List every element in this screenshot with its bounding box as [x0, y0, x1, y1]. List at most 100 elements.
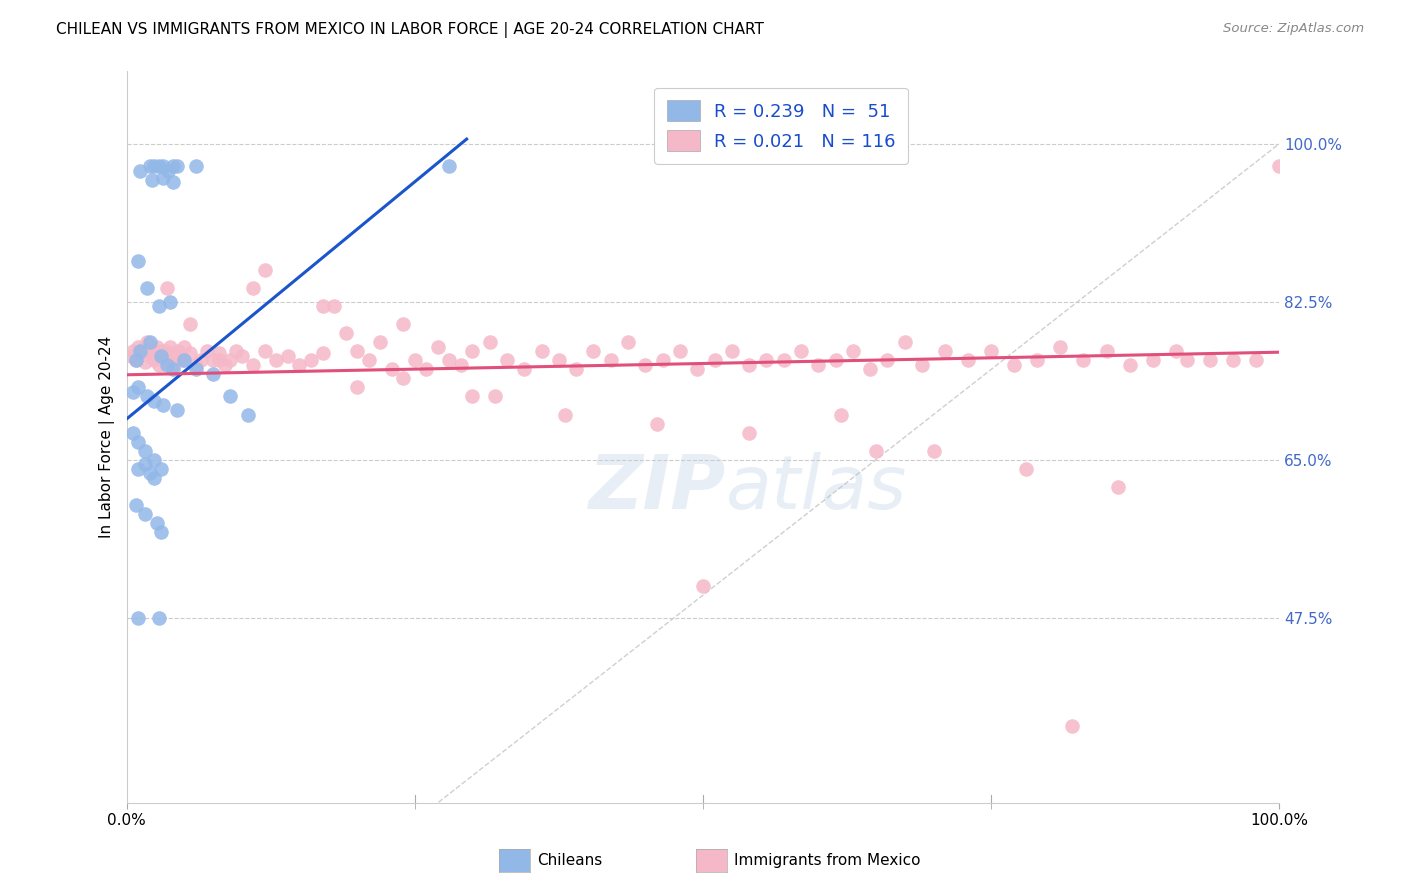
Point: [346, 380, 368, 394]
Point: [392, 317, 415, 331]
Point: [127, 254, 149, 268]
Point: [368, 335, 391, 350]
Point: [859, 362, 882, 376]
Point: [122, 344, 145, 359]
Point: [651, 353, 673, 368]
Point: [127, 461, 149, 475]
Point: [311, 346, 333, 360]
Point: [738, 425, 761, 440]
Point: [173, 340, 195, 354]
Point: [461, 389, 484, 403]
Point: [530, 344, 553, 359]
Point: [162, 362, 184, 376]
Point: [225, 344, 247, 359]
Point: [155, 344, 177, 359]
Point: [179, 317, 201, 331]
Point: [669, 344, 692, 359]
Point: [1015, 461, 1038, 475]
Legend: R = 0.239   N =  51, R = 0.021   N = 116: R = 0.239 N = 51, R = 0.021 N = 116: [654, 87, 908, 164]
Point: [201, 367, 224, 381]
Point: [703, 353, 725, 368]
Point: [1049, 340, 1071, 354]
Point: [692, 579, 714, 593]
Point: [208, 346, 231, 360]
Point: [148, 159, 170, 173]
Text: atlas: atlas: [725, 452, 907, 524]
Point: [547, 353, 569, 368]
Point: [1095, 344, 1118, 359]
Point: [179, 346, 201, 360]
Point: [127, 610, 149, 624]
Point: [1060, 719, 1083, 733]
Point: [478, 335, 501, 350]
Point: [145, 340, 167, 354]
Point: [143, 353, 166, 368]
Point: [159, 340, 181, 354]
Point: [253, 344, 276, 359]
Point: [323, 299, 346, 313]
Point: [163, 349, 186, 363]
Point: [143, 471, 166, 485]
Point: [439, 353, 461, 368]
Point: [253, 263, 276, 277]
Point: [138, 349, 160, 363]
Point: [415, 362, 437, 376]
Point: [922, 443, 945, 458]
Point: [150, 524, 173, 539]
Text: Chileans: Chileans: [537, 854, 602, 868]
Point: [461, 344, 484, 359]
Point: [136, 281, 159, 295]
Point: [957, 353, 980, 368]
Point: [346, 344, 368, 359]
Point: [120, 349, 142, 363]
Point: [617, 335, 640, 350]
Point: [134, 457, 156, 471]
Point: [208, 353, 231, 368]
Point: [173, 353, 195, 368]
Point: [152, 399, 174, 413]
Point: [156, 358, 179, 372]
Point: [150, 344, 173, 359]
Point: [152, 159, 174, 173]
Point: [219, 353, 242, 368]
Point: [231, 349, 253, 363]
Point: [720, 344, 742, 359]
Point: [1164, 344, 1187, 359]
Point: [686, 362, 709, 376]
Point: [156, 281, 179, 295]
Point: [129, 163, 152, 178]
Point: [357, 353, 380, 368]
Point: [162, 159, 184, 173]
Point: [404, 353, 426, 368]
Text: Source: ZipAtlas.com: Source: ZipAtlas.com: [1223, 22, 1364, 36]
Point: [127, 340, 149, 354]
Point: [1118, 358, 1140, 372]
Point: [1268, 159, 1291, 173]
Point: [277, 349, 299, 363]
Point: [894, 335, 917, 350]
Point: [484, 389, 506, 403]
Point: [934, 344, 956, 359]
Point: [122, 384, 145, 399]
Point: [219, 389, 242, 403]
Point: [195, 344, 218, 359]
Point: [599, 353, 621, 368]
Point: [129, 344, 152, 359]
Point: [125, 353, 148, 368]
Point: [392, 371, 415, 385]
Point: [143, 159, 166, 173]
Point: [136, 389, 159, 403]
Point: [125, 353, 148, 368]
Point: [162, 358, 184, 372]
Point: [157, 353, 180, 368]
Point: [830, 408, 852, 422]
Point: [242, 281, 264, 295]
Point: [824, 353, 846, 368]
Point: [513, 362, 536, 376]
Point: [554, 408, 576, 422]
Point: [565, 362, 588, 376]
Point: [138, 159, 160, 173]
Point: [162, 175, 184, 189]
Point: [335, 326, 357, 341]
Point: [143, 452, 166, 467]
